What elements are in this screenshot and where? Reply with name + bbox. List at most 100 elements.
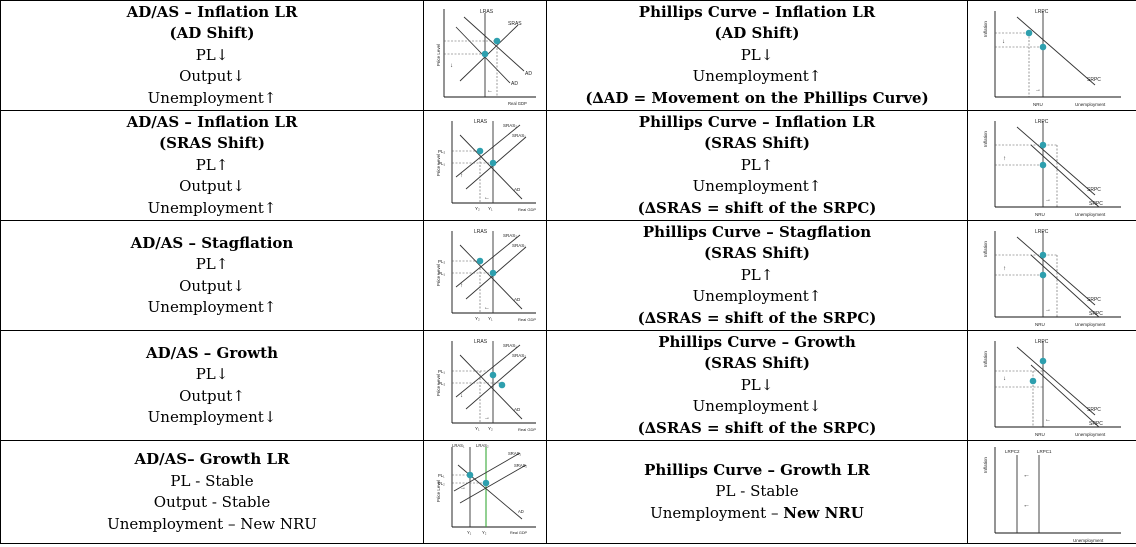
sras-label-b: SRAS₂: [512, 353, 526, 358]
equilibrium-dot-1: [476, 147, 484, 154]
srpc-line-b: [1030, 364, 1100, 427]
y-axis-label: Inflation: [983, 457, 988, 473]
point-2: [1039, 161, 1047, 168]
pl-label-2: PL₂: [438, 481, 445, 486]
lras-label: LRAS: [474, 339, 488, 345]
adas-graph: Price Level LRAS SRAS₂ SRAS₁ AD PL₂ PL₁ Y₂ Y₁ ↑ ← R…: [436, 119, 536, 212]
description-line: (∆AD = Movement on the Phillips Curve): [585, 88, 929, 107]
sras-label: SRAS: [508, 21, 522, 27]
sras-label-b: SRAS₁: [512, 243, 526, 248]
equilibrium-dot-1: [489, 371, 497, 378]
y-label-1: Y₁: [475, 426, 480, 431]
equilibrium-dot-2: [489, 269, 497, 276]
arrow-2: →: [1045, 307, 1051, 313]
sras-label-a: SRAS₂: [503, 123, 517, 128]
adas-description-cell: AD/AS– Growth LR PL - Stable Output - Stab…: [0, 440, 424, 544]
lrpc-label: LRPC: [1035, 229, 1049, 235]
phillips-graph: Inflation LRPC SRPC SRPC ↑ → NRU Unemployment: [983, 229, 1121, 327]
arrow-2: →: [1045, 197, 1051, 203]
description-line: (AD Shift): [714, 24, 800, 43]
description-line: PL↑: [195, 155, 229, 174]
lrpc2-label: LRPC2: [1005, 449, 1020, 454]
equilibrium-dot-2: [481, 50, 489, 57]
description-line: Unemployment↑: [147, 298, 277, 316]
pl-label-2: PL₂: [438, 381, 446, 386]
phillips-description-cell: Phillips Curve – Stagflation (SRAS Shift)…: [546, 220, 968, 331]
arrow-2: →: [1035, 87, 1041, 93]
srpc-label-a: SRPC: [1087, 297, 1101, 303]
description-line: Phillips Curve – Inflation LR: [638, 2, 876, 21]
phillips-graph: Inflation LRPC SRPC SRPC ↑ → NRU Unemployment: [983, 119, 1121, 217]
point-2: [1039, 271, 1047, 278]
srpc-line-a: [1016, 16, 1096, 85]
sras2-label: SRAS₂: [514, 463, 527, 468]
adas-graph-cell: Price Level LRAS SRAS₂ SRAS₁ AD PL₂ PL₁ Y₂ Y₁ ↑ ← R…: [423, 110, 547, 221]
ad-line: [459, 354, 523, 419]
x-axis-label: Unemployment: [1075, 322, 1106, 327]
description-line: Output - Stable: [153, 493, 271, 511]
srpc-line-b: [1030, 254, 1100, 317]
phillips-graph-cell: Inflation LRPC2 LRPC1 ← ← Unemployment: [967, 440, 1136, 544]
arrow-2: ←: [484, 305, 490, 311]
description-line: Phillips Curve – Inflation LR: [638, 112, 876, 131]
sras2-line: [459, 464, 527, 504]
ad-line: [459, 244, 523, 309]
y-label-1: Y₂: [475, 206, 480, 211]
description-line: Phillips Curve – Growth LR: [644, 460, 870, 479]
pl-label-2: PL₁: [438, 271, 446, 276]
adas-graph-cell: Price Level LRAS SRAS₁ SRAS₂ AD PL₁ PL₂ Y₁ Y₂ ↓ → R…: [423, 330, 547, 441]
description-line: AD/AS – Inflation LR: [126, 112, 298, 131]
description-line: AD/AS – Stagflation: [130, 233, 294, 252]
point-1: [1039, 251, 1047, 258]
description-line: (∆SRAS = shift of the SRPC): [637, 418, 877, 437]
x-axis-label: Unemployment: [1073, 538, 1104, 543]
point-1: [1025, 29, 1033, 36]
nru-label: NRU: [1035, 212, 1045, 217]
arrow-1: →: [460, 485, 466, 491]
x-axis-label: Real GDP: [518, 207, 536, 212]
y-axis-label: Price Level: [436, 480, 441, 502]
phillips-graph-cell: Inflation LRPC SRPC SRPC ↓ ← NRU Unemployment: [967, 330, 1136, 441]
phillips-graph-cell: Inflation LRPC SRPC SRPC ↑ → NRU Unemployment: [967, 220, 1136, 331]
adas-graph: Price Level LRAS SRAS AD AD ↓ ← Real GDP: [436, 8, 536, 106]
x-axis-label: Unemployment: [1075, 432, 1106, 437]
phillips-graph: Inflation LRPC SRPC SRPC ↓ ← NRU Unemployment: [983, 339, 1121, 437]
equilibrium-dot-1: [466, 471, 474, 479]
point-2: [1039, 43, 1047, 50]
y-label-2: Y₂: [488, 426, 493, 431]
x-axis-label: Real GDP: [510, 531, 528, 535]
y-axis-label: Price Level: [436, 263, 441, 285]
sras-label-a: SRAS₂: [503, 233, 517, 238]
table-row: AD/AS – Inflation LR (SRAS Shift) PL↑ Outpu…: [0, 110, 1136, 221]
y-axis-label: Inflation: [983, 20, 988, 36]
lras-label: LRAS: [474, 119, 488, 125]
y-label-2: Y₁: [488, 206, 493, 211]
description-line: Output↓: [179, 67, 245, 86]
description-line: Unemployment↑: [692, 287, 822, 306]
description-line-emphasis: New NRU: [783, 503, 864, 522]
arrow-2: →: [484, 415, 490, 421]
sras-line: [459, 24, 519, 81]
description-line: Output↓: [179, 177, 245, 196]
phillips-description-cell: Phillips Curve – Growth LR PL - Stable Une…: [546, 440, 968, 544]
pl-label-1: PL₁: [438, 369, 446, 374]
y-axis-label: Price Level: [436, 373, 441, 395]
description-line: (SRAS Shift): [703, 244, 810, 263]
pl-label-1: PL₁: [438, 473, 445, 478]
description-line: Output↓: [179, 276, 245, 295]
sras-label-b: SRAS₁: [512, 133, 526, 138]
sras1-line: [453, 452, 521, 492]
description-line: Output↑: [179, 386, 245, 405]
description-line: PL↑: [740, 265, 774, 284]
phillips-graph-cell: Inflation LRPC SRPC ↓ → NRU Unemployment: [967, 0, 1136, 111]
adas-description-cell: AD/AS – Stagflation PL↑ Output↓ Unemploymen…: [0, 220, 424, 331]
description-line: Unemployment↑: [692, 67, 822, 86]
adas-graph-cell: Price Level LRAS₁ LRAS₂ SRAS₁ SRAS₂ AD PL₁ PL₂ Y…: [423, 440, 547, 544]
pl-label-2: PL₁: [438, 161, 446, 166]
lrpc-label: LRPC: [1035, 339, 1049, 345]
srpc-line-b: [1030, 144, 1100, 207]
equilibrium-dot-1: [493, 37, 501, 44]
ad-label: AD: [518, 509, 524, 514]
phillips-description-cell: Phillips Curve – Inflation LR (AD Shift) P…: [546, 0, 968, 111]
